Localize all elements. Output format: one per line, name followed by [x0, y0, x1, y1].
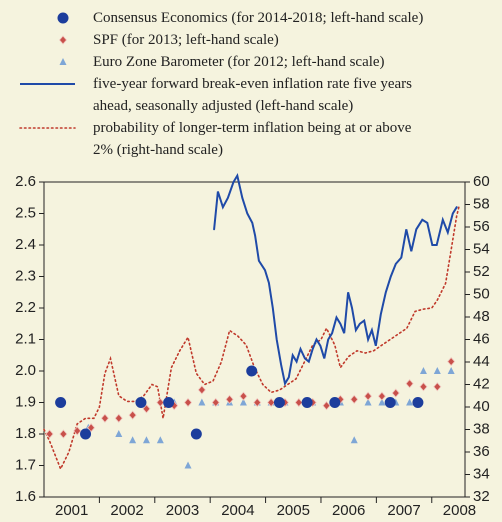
- y-tick-label: 2.3: [15, 267, 36, 284]
- consensus-dot: [246, 365, 258, 377]
- legend-swatch: [59, 58, 67, 65]
- consensus-dot: [384, 397, 396, 408]
- spf-diamond: [73, 426, 82, 436]
- spf-diamond: [253, 397, 262, 408]
- consensus-dot: [190, 428, 202, 440]
- spf-diamond: [114, 413, 123, 423]
- spf-diamond: [364, 391, 373, 401]
- consensus-dot: [80, 428, 92, 440]
- consensus-dot: [329, 397, 341, 408]
- spf-diamond: [391, 388, 400, 398]
- y-tick-label: 2.1: [15, 330, 36, 347]
- consensus-dot: [301, 397, 313, 408]
- barometer-triangle: [406, 398, 414, 406]
- spf-diamond: [211, 397, 220, 408]
- y2-tick-label: 50: [473, 285, 490, 302]
- consensus-dot: [135, 397, 147, 408]
- barometer-triangle: [184, 461, 192, 469]
- barometer-triangle: [419, 367, 427, 374]
- spf-diamond: [156, 397, 165, 408]
- y2-tick-label: 38: [473, 420, 490, 437]
- legend: Consensus Economics (for 2014-2018; left…: [93, 7, 433, 161]
- spf-diamond: [87, 423, 96, 433]
- breakeven-line: [213, 173, 458, 387]
- barometer-triangle: [364, 398, 372, 406]
- legend-label: SPF (for 2013; left-hand scale): [93, 32, 279, 48]
- y2-tick-label: 44: [473, 353, 490, 370]
- legend-label: five-year forward break-even inflation r…: [93, 76, 412, 114]
- x-tick-label: 2006: [332, 502, 365, 519]
- spf-diamond: [100, 413, 109, 423]
- y2-tick-label: 40: [473, 398, 490, 415]
- legend-swatch: [58, 35, 68, 45]
- probability-line: [43, 203, 461, 471]
- y-tick-label: 1.9: [15, 393, 36, 410]
- barometer-triangle: [433, 367, 441, 374]
- consensus-dot: [163, 397, 175, 408]
- y-tick-label: 2.2: [15, 299, 36, 316]
- y-tick-label: 1.7: [15, 456, 36, 473]
- legend-label: Consensus Economics (for 2014-2018; left…: [93, 10, 424, 26]
- barometer-triangle: [198, 398, 206, 406]
- x-tick-label: 2004: [221, 502, 254, 519]
- barometer-triangle: [142, 436, 150, 444]
- y2-tick-label: 46: [473, 330, 490, 347]
- x-tick-label: 2002: [110, 502, 143, 519]
- spf-diamond: [377, 391, 386, 401]
- barometer-triangle: [129, 436, 137, 444]
- y2-tick-label: 60: [473, 173, 490, 190]
- x-tick-label: 2005: [277, 502, 310, 519]
- consensus-dot: [55, 397, 67, 408]
- legend-label: Euro Zone Barometer (for 2012; left-hand…: [93, 54, 385, 70]
- spf-diamond: [197, 385, 206, 395]
- y2-tick-label: 34: [473, 465, 490, 482]
- spf-diamond: [322, 401, 331, 411]
- y2-tick-label: 58: [473, 195, 490, 212]
- y2-tick-label: 32: [473, 488, 490, 505]
- legend-label: probability of longer-term inflation bei…: [93, 120, 412, 158]
- barometer-triangle: [447, 367, 455, 374]
- spf-diamond: [447, 356, 456, 367]
- barometer-triangle: [239, 398, 247, 406]
- spf-diamond: [45, 429, 54, 439]
- spf-diamond: [350, 394, 359, 404]
- spf-diamond: [419, 382, 428, 392]
- spf-diamond: [142, 404, 151, 414]
- y2-tick-label: 52: [473, 263, 490, 280]
- y2-tick-label: 48: [473, 308, 490, 325]
- y2-tick-label: 56: [473, 218, 490, 235]
- x-tick-label: 2001: [55, 502, 88, 519]
- barometer-triangle: [156, 436, 164, 444]
- spf-diamond: [59, 429, 68, 439]
- barometer-triangle: [350, 436, 358, 444]
- barometer-triangle: [378, 398, 386, 406]
- spf-diamond: [225, 394, 234, 404]
- spf-diamond: [128, 410, 137, 420]
- legend-swatch: [57, 12, 69, 24]
- spf-diamond: [239, 391, 248, 401]
- y-tick-label: 2.0: [15, 362, 36, 379]
- y-tick-label: 1.6: [15, 488, 36, 505]
- spf-diamond: [294, 397, 303, 408]
- y-tick-label: 2.6: [15, 173, 36, 190]
- y-tick-label: 1.8: [15, 425, 36, 442]
- barometer-triangle: [115, 430, 123, 437]
- x-tick-label: 2008: [443, 502, 476, 519]
- y-tick-label: 2.4: [15, 236, 36, 253]
- y2-tick-label: 36: [473, 443, 490, 460]
- spf-diamond: [267, 397, 276, 408]
- consensus-dot: [412, 397, 424, 408]
- spf-diamond: [433, 382, 442, 392]
- y2-tick-label: 54: [473, 240, 490, 257]
- x-tick-label: 2003: [166, 502, 199, 519]
- consensus-dot: [273, 397, 285, 408]
- spf-diamond: [405, 378, 414, 389]
- x-tick-label: 2007: [387, 502, 420, 519]
- spf-diamond: [183, 397, 193, 408]
- y-tick-label: 2.5: [15, 204, 36, 221]
- y2-tick-label: 42: [473, 375, 490, 392]
